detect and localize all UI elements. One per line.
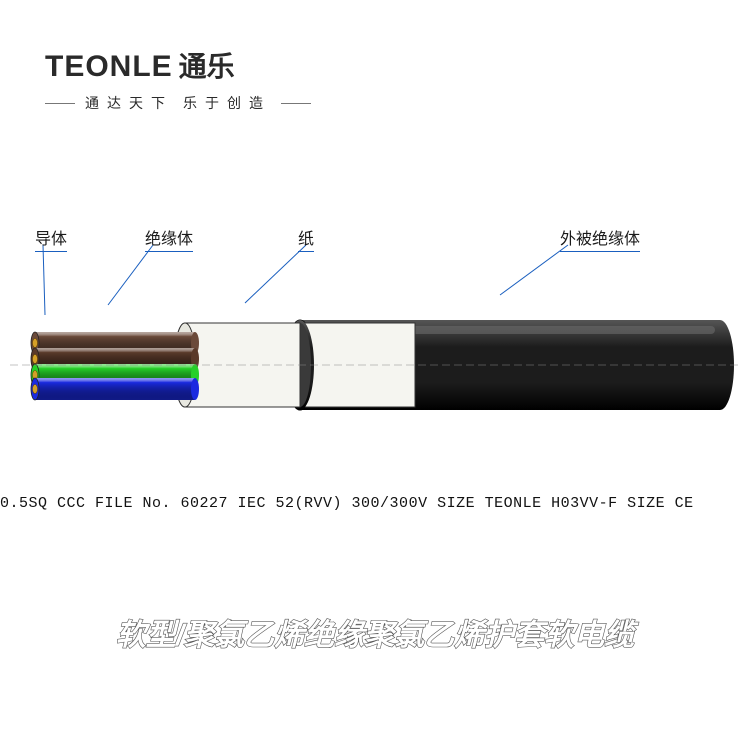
logo-chinese: 通乐 [179, 45, 235, 85]
tagline-right: 乐于创造 [183, 93, 271, 113]
spec-text: 0.5SQ CCC FILE No. 60227 IEC 52(RVV) 300… [0, 495, 694, 512]
product-title-text: 软型/聚氯乙烯绝缘聚氯乙烯护套软电缆 [116, 619, 634, 652]
callout-conductor: 导体 [35, 225, 67, 252]
cable-svg [0, 225, 750, 475]
callout-insulator: 绝缘体 [145, 225, 193, 252]
logo-english: TEONLE [45, 50, 173, 84]
tagline-left: 通达天下 [85, 93, 173, 113]
rule-icon [45, 103, 75, 104]
rule-icon [281, 103, 311, 104]
logo-main: TEONLE 通乐 [45, 45, 311, 85]
cable-diagram: 导体 绝缘体 纸 外被绝缘体 [0, 225, 750, 475]
spec-line: 0.5SQ CCC FILE No. 60227 IEC 52(RVV) 300… [0, 495, 750, 512]
callout-paper: 纸 [298, 225, 314, 252]
logo-block: TEONLE 通乐 通达天下 乐于创造 [45, 45, 311, 113]
tagline: 通达天下 乐于创造 [45, 93, 311, 113]
callout-sheath: 外被绝缘体 [560, 225, 640, 252]
product-title: 软型/聚氯乙烯绝缘聚氯乙烯护套软电缆 [0, 610, 750, 654]
